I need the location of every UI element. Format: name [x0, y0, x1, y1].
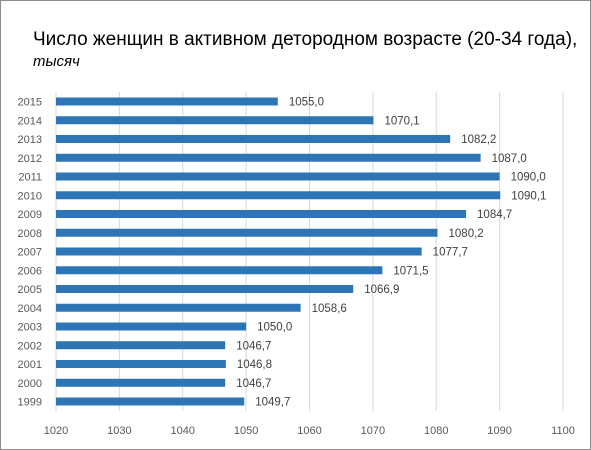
chart-title: Число женщин в активном детородном возра…	[33, 29, 578, 50]
x-tick-label: 1080	[424, 425, 448, 437]
y-tick-label: 2014	[18, 115, 42, 127]
data-label: 1050,0	[257, 322, 292, 334]
y-tick-label: 2001	[18, 359, 42, 371]
x-tick-label: 1040	[171, 425, 195, 437]
bar	[56, 303, 301, 312]
x-tick-label: 1030	[107, 425, 131, 437]
bar	[56, 378, 226, 387]
y-tick-label: 2002	[18, 340, 42, 352]
bar	[56, 97, 278, 106]
bar	[56, 228, 438, 237]
data-label: 1071,5	[393, 265, 428, 277]
y-tick-label: 2003	[18, 322, 42, 334]
x-tick-label: 1050	[234, 425, 258, 437]
y-tick-label: 2012	[18, 153, 42, 165]
bar	[56, 210, 467, 218]
y-tick-label: 2015	[18, 97, 42, 109]
bar	[56, 135, 451, 143]
chart-subtitle: тысяч	[33, 53, 80, 70]
data-label: 1080,2	[449, 228, 484, 240]
x-tick-label: 1060	[297, 425, 321, 437]
bar	[56, 247, 422, 256]
bar	[56, 322, 247, 331]
data-label: 1066,9	[364, 284, 399, 296]
bar	[56, 191, 501, 200]
data-label: 1046,7	[236, 378, 271, 390]
y-tick-label: 2000	[18, 378, 42, 390]
bar	[56, 397, 245, 406]
data-label: 1077,7	[433, 247, 468, 259]
y-tick-label: 2008	[18, 228, 42, 240]
bar	[56, 285, 354, 293]
data-label: 1055,0	[289, 97, 324, 109]
data-label: 1046,7	[236, 340, 271, 352]
bar	[56, 266, 383, 275]
y-tick-label: 2006	[18, 265, 42, 277]
x-tick-label: 1020	[44, 425, 68, 437]
data-label: 1090,1	[511, 190, 546, 202]
y-tick-label: 2013	[18, 134, 42, 146]
x-tick-label: 1090	[487, 425, 511, 437]
y-tick-label: 1999	[18, 397, 42, 409]
data-label: 1046,8	[237, 359, 272, 371]
data-label: 1049,7	[255, 397, 290, 409]
y-tick-label: 2009	[18, 209, 42, 221]
bar	[56, 341, 226, 350]
data-label: 1087,0	[492, 153, 527, 165]
y-tick-label: 2011	[18, 172, 42, 184]
y-tick-label: 2004	[18, 303, 42, 315]
y-tick-label: 2007	[18, 247, 42, 259]
data-label: 1082,2	[461, 134, 496, 146]
data-label: 1058,6	[312, 303, 347, 315]
y-tick-label: 2005	[18, 284, 42, 296]
data-label: 1084,7	[477, 209, 512, 221]
y-tick-label: 2010	[18, 190, 42, 202]
bar	[56, 172, 500, 181]
bar	[56, 153, 481, 162]
x-tick-label: 1070	[361, 425, 385, 437]
data-label: 1090,0	[511, 172, 546, 184]
x-tick-label: 1100	[551, 425, 575, 437]
data-label: 1070,1	[385, 115, 420, 127]
bar	[56, 360, 226, 368]
bar	[56, 116, 374, 125]
